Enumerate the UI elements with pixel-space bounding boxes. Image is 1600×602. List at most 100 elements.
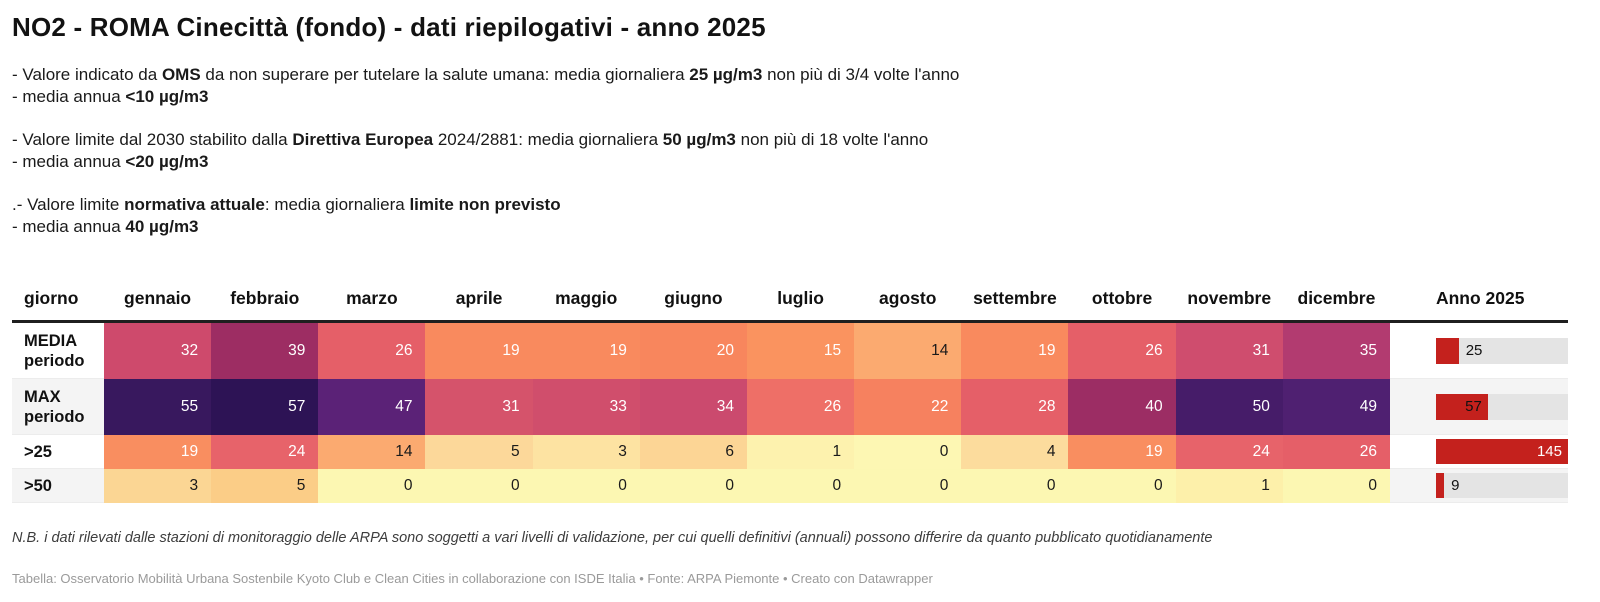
anno-bar [1435,473,1445,498]
heat-cell: 0 [532,469,640,503]
heat-cell: 47 [318,379,426,435]
column-header: agosto [879,288,937,308]
column-header: marzo [346,288,398,308]
anno-bar: 57 [1435,393,1488,420]
heat-cell: 1 [1175,469,1283,503]
heat-cell: 40 [1068,379,1176,435]
column-header: ottobre [1091,288,1153,308]
note-oms: - Valore indicato da OMS da non superare… [12,64,1568,108]
anno-bar-wrap: 25 [1435,337,1482,364]
heat-cell: 19 [961,323,1069,379]
heat-cell: 55 [104,379,212,435]
anno-bar-track: 25 [1435,337,1568,364]
column-header: giugno [664,288,723,308]
anno-bar-value: 25 [1465,342,1483,359]
anno-bar-track: 145 [1435,439,1568,464]
column-header: Anno 2025 [1435,288,1525,308]
page-title: NO2 - ROMA Cinecittà (fondo) - dati riep… [12,12,766,42]
note-current: .- Valore limite normativa attuale: medi… [12,194,1568,238]
heat-cell: 19 [104,435,212,469]
heat-cell: 31 [425,379,533,435]
heat-cell: 3 [104,469,212,503]
summary-table-wrap: giorno gennaio febbraio marzo aprile maggio gi… [12,288,1568,503]
row-label: MAX periodo [12,379,104,435]
note-eu: - Valore limite dal 2030 stabilito dalla… [12,129,1568,173]
anno-bar-value: 57 [1465,398,1482,415]
validation-note: N.B. i dati rilevati dalle stazioni di m… [12,530,1213,546]
heat-cell: 19 [532,323,640,379]
heat-cell: 3 [532,435,640,469]
heat-cell: 24 [211,435,319,469]
column-header: giorno [24,288,79,308]
note-eu-line1: - Valore limite dal 2030 stabilito dalla… [12,130,929,149]
anno-bar: 145 [1435,439,1568,464]
anno-bar-value: 145 [1536,443,1562,460]
attribution: Tabella: Osservatorio Mobilità Urbana So… [12,571,933,586]
anno-bar-cell: 57 [1389,379,1568,435]
row-label: >25 [12,435,104,469]
note-current-line1: .- Valore limite normativa attuale: medi… [12,195,561,214]
heat-cell: 57 [211,379,319,435]
column-header: maggio [555,288,618,308]
anno-bar [1435,337,1459,364]
anno-bar-track: 9 [1435,473,1568,498]
heat-cell: 0 [961,469,1069,503]
anno-bar-value: 9 [1451,477,1460,494]
heat-cell: 14 [854,323,962,379]
heat-cell: 1 [746,435,855,469]
heat-cell: 39 [211,323,319,379]
heat-cell: 19 [425,323,533,379]
note-eu-line2: - media annua <20 µg/m3 [12,152,209,171]
heat-cell: 34 [639,379,747,435]
heat-cell: 15 [746,323,855,379]
column-header: dicembre [1297,288,1376,308]
column-header: gennaio [124,288,192,308]
heat-cell: 0 [425,469,533,503]
heat-cell: 5 [211,469,319,503]
heat-cell: 0 [854,435,962,469]
heat-cell: 35 [1282,323,1390,379]
anno-bar-wrap: 9 [1435,473,1460,498]
column-header: novembre [1187,288,1272,308]
note-current-line2: - media annua 40 µg/m3 [12,217,199,236]
heat-cell: 33 [532,379,640,435]
heat-cell: 0 [746,469,855,503]
summary-table: giorno gennaio febbraio marzo aprile maggio gi… [12,288,1568,503]
heat-cell: 4 [961,435,1069,469]
heat-cell: 0 [1282,469,1390,503]
heat-cell: 26 [1068,323,1176,379]
heat-cell: 28 [961,379,1069,435]
heat-cell: 0 [854,469,962,503]
heat-cell: 19 [1068,435,1176,469]
row-label: >50 [12,469,104,503]
column-header: aprile [455,288,503,308]
row-label: MEDIA periodo [12,323,104,379]
column-header: luglio [777,288,824,308]
heat-cell: 0 [318,469,426,503]
heat-cell: 32 [104,323,212,379]
heat-cell: 24 [1175,435,1283,469]
note-oms-line1: - Valore indicato da OMS da non superare… [12,65,960,84]
heat-cell: 20 [639,323,747,379]
heat-cell: 0 [1068,469,1176,503]
anno-bar-cell: 9 [1389,469,1568,503]
anno-bar-track: 57 [1435,393,1568,420]
heat-cell: 50 [1175,379,1283,435]
heat-cell: 26 [1282,435,1390,469]
heat-cell: 31 [1175,323,1283,379]
heat-cell: 26 [746,379,855,435]
heat-cell: 5 [425,435,533,469]
heat-cell: 26 [318,323,426,379]
heat-cell: 6 [639,435,747,469]
note-oms-line2: - media annua <10 µg/m3 [12,87,209,106]
heat-cell: 49 [1282,379,1390,435]
column-header: settembre [973,288,1057,308]
column-header: febbraio [230,288,300,308]
anno-bar-cell: 145 [1389,435,1568,469]
anno-bar-cell: 25 [1389,323,1568,379]
heat-cell: 22 [854,379,962,435]
header-rule [12,320,1568,323]
heat-cell: 0 [639,469,747,503]
heat-cell: 14 [318,435,426,469]
